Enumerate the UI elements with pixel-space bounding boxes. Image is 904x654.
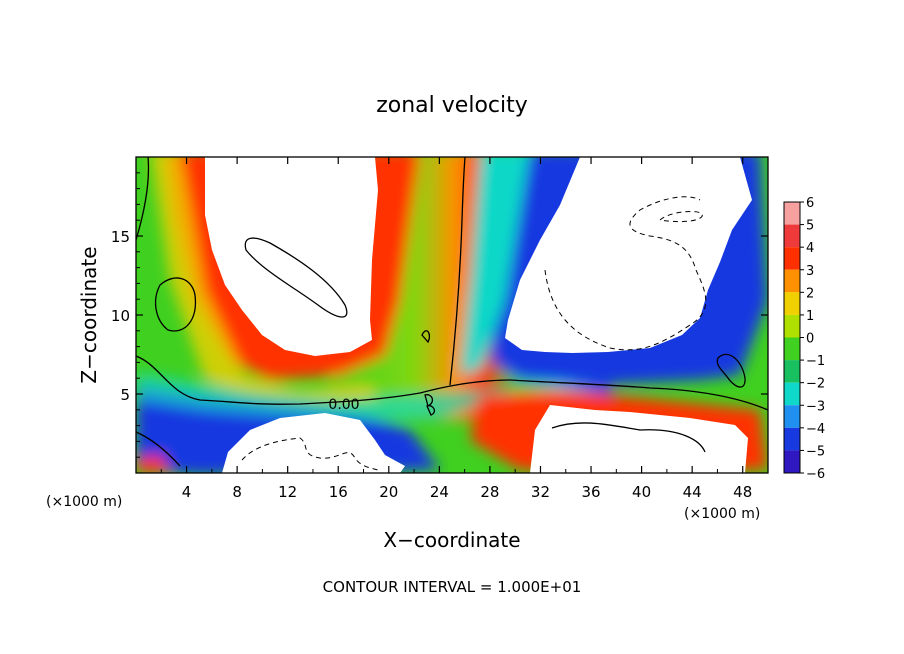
contour-lines bbox=[136, 157, 768, 467]
x-tick-label: 20 bbox=[379, 483, 398, 501]
white-region-right bbox=[505, 157, 752, 353]
x-axis: 4 8 12 16 20 24 28 32 36 40 44 48 bbox=[160, 157, 752, 501]
colorbar-swatch bbox=[784, 382, 800, 406]
zero-contour bbox=[136, 355, 768, 411]
x-tick-label: 40 bbox=[632, 483, 651, 501]
colorbar-swatch bbox=[784, 360, 800, 383]
contour-left-edge bbox=[136, 157, 150, 241]
colorbar-tick-label: 3 bbox=[806, 264, 814, 279]
colorbar-tick-label: −5 bbox=[806, 444, 825, 459]
colorbar-tick-label: −2 bbox=[806, 377, 825, 392]
colorbar-swatch bbox=[784, 405, 800, 428]
left-orange-ring bbox=[151, 157, 380, 405]
x-unit-left: (×1000 m) bbox=[46, 494, 122, 510]
contour-right-lobe bbox=[716, 353, 746, 388]
y-tick-label: 5 bbox=[120, 386, 130, 404]
y-tick-label: 10 bbox=[111, 307, 130, 325]
contour-label: 0.00 bbox=[328, 397, 359, 413]
colorbar-tick-label: 0 bbox=[806, 332, 814, 347]
dashed-contour-bottom-left bbox=[241, 437, 379, 471]
x-tick-label: 16 bbox=[329, 483, 348, 501]
colorbar-tick-label: 6 bbox=[806, 196, 814, 211]
colorbar-swatch bbox=[784, 427, 800, 451]
colorbar-swatch bbox=[784, 292, 800, 315]
colorbar-swatch bbox=[784, 202, 800, 225]
velocity-field bbox=[136, 157, 768, 473]
positive-contour-left bbox=[244, 237, 348, 318]
colorbar-swatch bbox=[784, 247, 800, 270]
colorbar-tick-label: 4 bbox=[806, 241, 814, 256]
contour-bottom-left bbox=[136, 431, 181, 467]
colorbar-swatch bbox=[784, 314, 800, 338]
x-unit-right: (×1000 m) bbox=[684, 506, 760, 522]
lower-cyan-band bbox=[136, 372, 520, 420]
x-tick-label: 4 bbox=[182, 483, 192, 501]
y-axis: 5 10 15 bbox=[111, 172, 768, 458]
x-tick-label: 32 bbox=[531, 483, 550, 501]
white-region-bottom-left bbox=[222, 413, 405, 473]
colorbar-tick-label: −1 bbox=[806, 354, 825, 369]
x-tick-label: 44 bbox=[683, 483, 702, 501]
colorbar-swatch bbox=[784, 269, 800, 293]
colorbar-swatch bbox=[784, 224, 800, 248]
colorbar-tick-label: −6 bbox=[806, 467, 825, 482]
x-axis-label: X−coordinate bbox=[383, 528, 520, 552]
chart-title: zonal velocity bbox=[376, 93, 528, 118]
contour-left-lobe bbox=[154, 277, 197, 332]
colorbar-tick-label: 2 bbox=[806, 286, 814, 301]
colorbar-swatch bbox=[784, 450, 800, 473]
y-tick-label: 15 bbox=[111, 228, 130, 246]
white-region-bottom-right bbox=[530, 405, 748, 473]
y-axis-label: Z−coordinate bbox=[77, 246, 101, 383]
zero-contour-vertical bbox=[449, 157, 466, 386]
x-tick-label: 8 bbox=[232, 483, 242, 501]
positive-contour-bottom-right bbox=[551, 422, 706, 453]
left-column-warm bbox=[136, 455, 170, 473]
colorbar-tick-label: 5 bbox=[806, 219, 814, 234]
dashed-contour-right bbox=[544, 196, 707, 351]
x-tick-label: 12 bbox=[278, 483, 297, 501]
colorbar-tick-label: −3 bbox=[806, 399, 825, 414]
contour-small-loops bbox=[421, 330, 436, 416]
footer-note: CONTOUR INTERVAL = 1.000E+01 bbox=[323, 578, 582, 596]
negative-contours bbox=[241, 196, 707, 471]
colorbar-tick-label: −4 bbox=[806, 422, 825, 437]
x-tick-label: 48 bbox=[733, 483, 752, 501]
x-tick-label: 36 bbox=[581, 483, 600, 501]
x-tick-label: 24 bbox=[430, 483, 449, 501]
right-cyan-ring bbox=[460, 157, 529, 375]
colorbar-tick-label: 1 bbox=[806, 309, 814, 324]
colorbar-swatch bbox=[784, 337, 800, 361]
colorbar: 6 5 4 3 2 1 0 −1 −2 −3 −4 −5 −6 bbox=[783, 196, 825, 482]
x-tick-label: 28 bbox=[480, 483, 499, 501]
